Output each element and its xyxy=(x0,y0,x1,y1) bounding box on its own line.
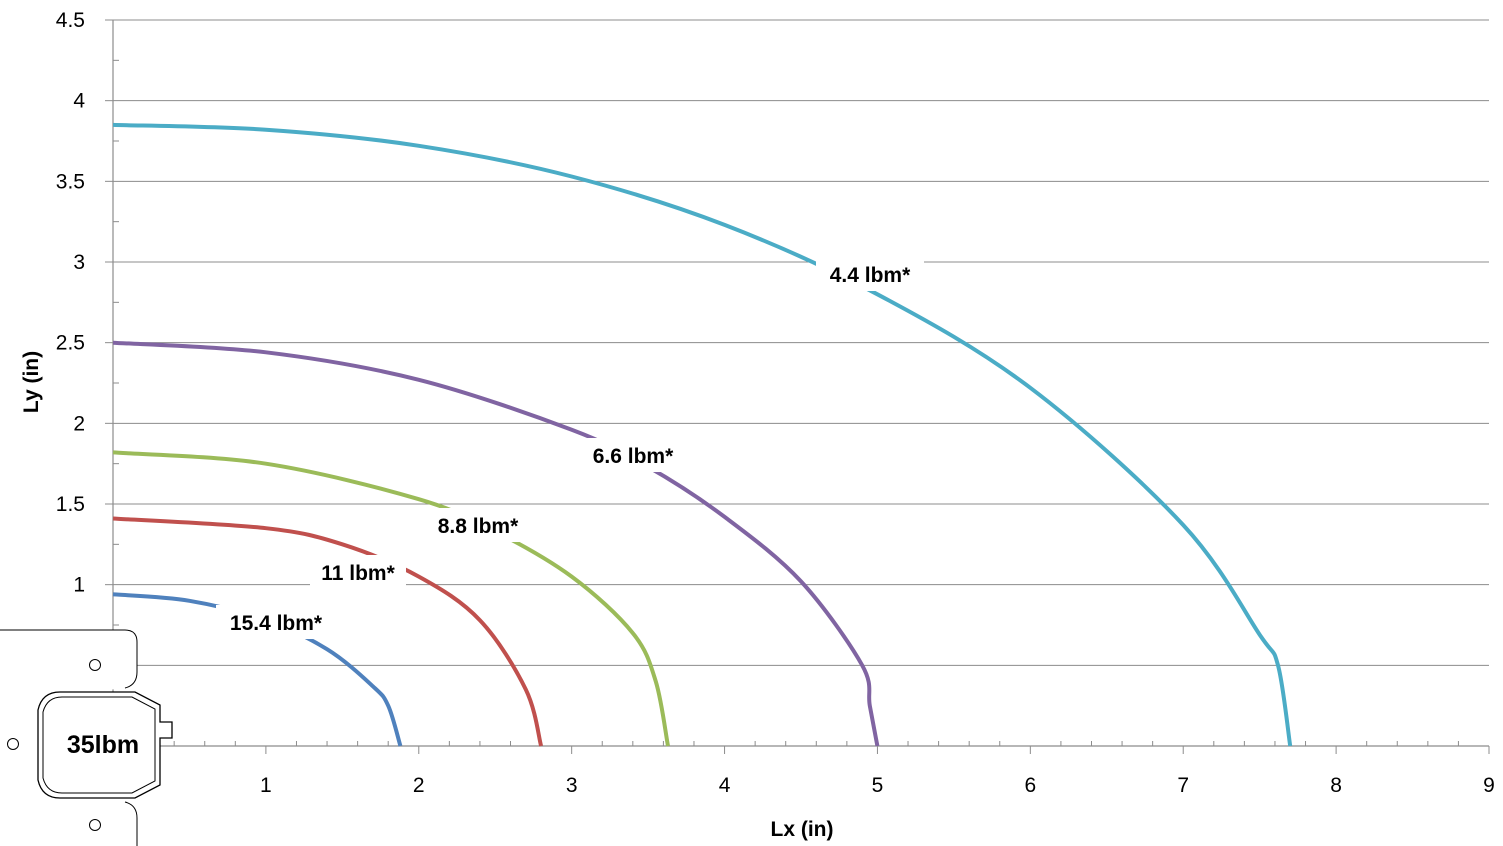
mount-hole-top-icon xyxy=(89,659,101,671)
device-mass-label: 35lbm xyxy=(67,731,139,759)
x-tick-label: 3 xyxy=(566,774,578,797)
series-line xyxy=(112,450,670,747)
series-line xyxy=(112,516,544,747)
series-label-background xyxy=(578,438,688,472)
series-label-background xyxy=(216,605,336,639)
axes: 1 1.5 2 2.5 3 3.5 4 4.5 1 2 3 4 5 6 7 8 9 xyxy=(56,9,1495,797)
y-tick-label: 1.5 xyxy=(56,493,85,516)
device-body xyxy=(37,691,173,799)
x-tick-label: 2 xyxy=(413,774,425,797)
series-label: 11 lbm* xyxy=(321,562,395,585)
series-line xyxy=(112,592,403,747)
x-tick-label: 5 xyxy=(872,774,884,797)
y-tick-label: 4.5 xyxy=(56,9,85,32)
x-tick-label: 9 xyxy=(1483,774,1495,797)
device-illustration: 35lbm xyxy=(0,629,173,846)
series-label-background xyxy=(816,257,924,291)
device-mask xyxy=(0,630,137,846)
series-layer xyxy=(112,122,1293,747)
series-label: 15.4 lbm* xyxy=(230,612,323,635)
series-labels: 4.4 lbm* 6.6 lbm* 8.8 lbm* 11 lbm* 15.4 lbm* xyxy=(216,257,924,639)
y-tick-label: 2.5 xyxy=(56,332,85,355)
y-tick-label: 2 xyxy=(73,412,85,435)
series-line xyxy=(112,340,880,747)
series-label-background xyxy=(423,508,533,542)
series-line xyxy=(112,122,1293,747)
x-tick-label: 4 xyxy=(719,774,731,797)
y-tick-label: 3 xyxy=(73,251,85,274)
x-tick-label: 6 xyxy=(1024,774,1036,797)
y-tick-label: 1 xyxy=(73,574,85,597)
x-axis-title: Lx (in) xyxy=(771,818,834,841)
device-body-inner xyxy=(42,696,156,794)
series-label: 4.4 lbm* xyxy=(830,264,911,287)
y-tick-label: 3.5 xyxy=(56,170,85,193)
series-label-background xyxy=(310,555,406,589)
x-tick-label: 1 xyxy=(260,774,272,797)
series-label: 6.6 lbm* xyxy=(593,445,674,468)
mount-hole-left-icon xyxy=(7,738,19,750)
y-axis-title: Ly (in) xyxy=(20,351,43,413)
series-label: 8.8 lbm* xyxy=(438,515,519,538)
device-top-flange xyxy=(0,629,138,689)
device-bottom-flange xyxy=(124,801,138,846)
y-tick-label: 4 xyxy=(73,90,85,113)
x-tick-label: 7 xyxy=(1177,774,1189,797)
mount-hole-bottom-icon xyxy=(89,819,101,831)
x-tick-label: 8 xyxy=(1330,774,1342,797)
